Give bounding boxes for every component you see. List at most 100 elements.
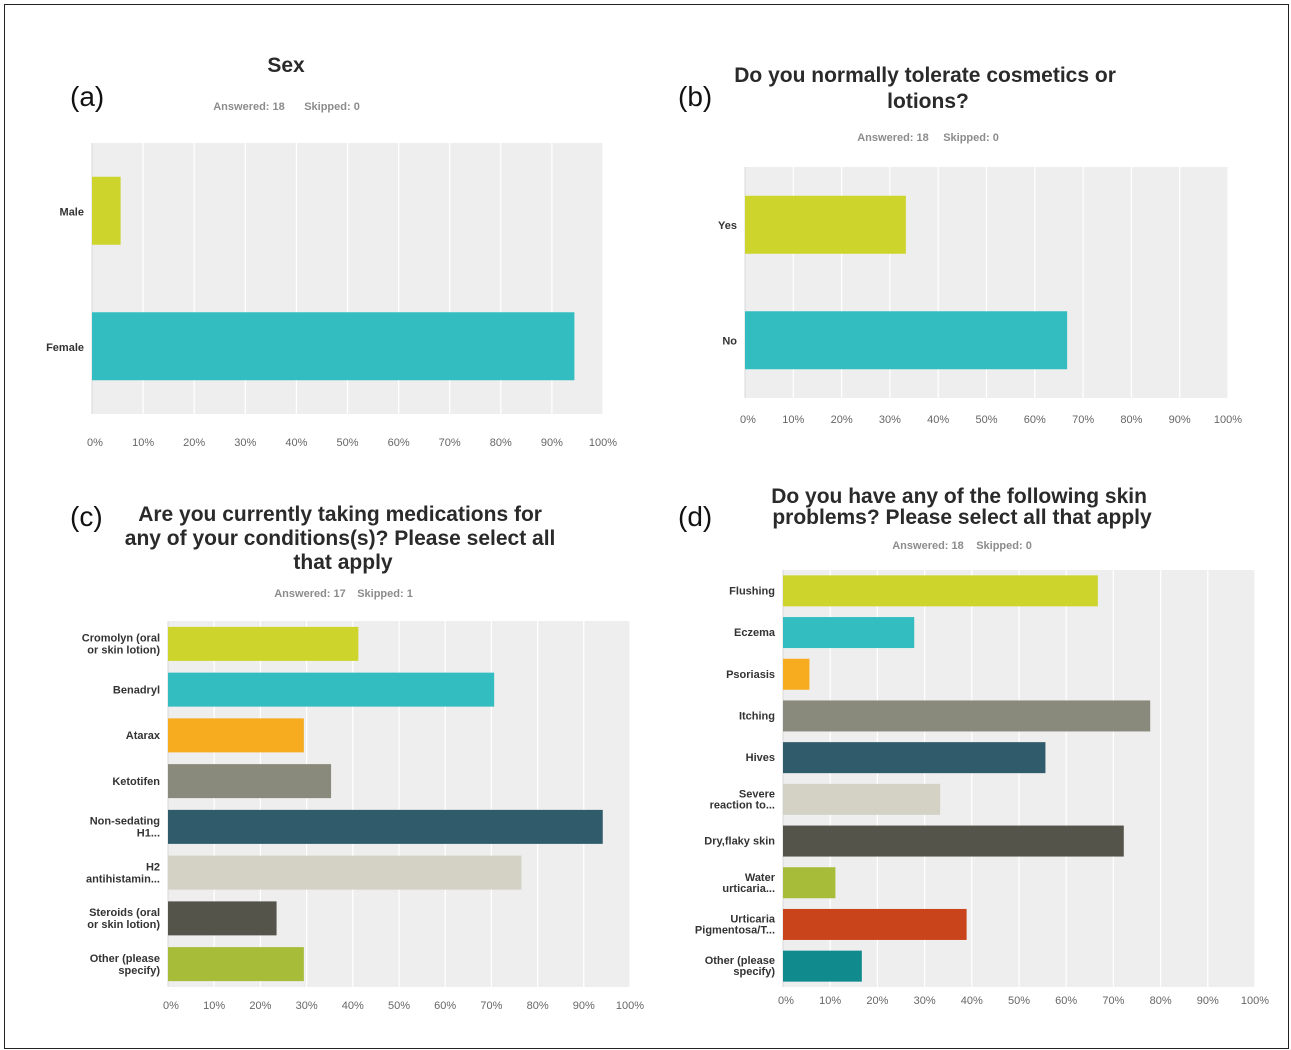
x-tick-label: 90% (573, 1000, 595, 1012)
x-tick-label: 100% (1214, 414, 1242, 426)
x-tick-label: 20% (866, 995, 888, 1007)
x-tick-label: 100% (616, 1000, 644, 1012)
panel-c-title-line-2: any of your conditions(s)? Please select… (125, 527, 556, 550)
panel-d-plot: 0% 10% 20% 30% 40% 50% 60% 70% 80% 90% 100% Flushin… (695, 570, 1269, 1007)
panel-d: (d) Do you have any of the following ski… (678, 485, 1269, 1007)
x-tick-label: 60% (388, 437, 410, 449)
bar-psoriasis (783, 658, 810, 690)
x-tick-label: 80% (527, 1000, 549, 1012)
bar-urticaria-pigmentosa-t (783, 908, 967, 940)
panel-b-title-line-1: Do you normally tolerate cosmetics or (734, 64, 1116, 87)
category-label-female: Female (46, 342, 84, 354)
bar-steroids-oral-or-skin-lotion (168, 901, 277, 936)
panel-d-title-line-1: Do you have any of the following skin (771, 485, 1147, 508)
x-tick-label: 40% (342, 1000, 364, 1012)
panel-d-label: (d) (678, 501, 712, 532)
bar-other-please-specify (168, 947, 304, 982)
x-tick-label: 70% (480, 1000, 502, 1012)
bar-hives (783, 742, 1046, 774)
bar-dry-flaky-skin (783, 825, 1124, 857)
bar-eczema (783, 617, 915, 649)
category-label-no: No (722, 335, 737, 347)
x-tick-label: 60% (1024, 414, 1046, 426)
category-label-non-sedating-h1: Non-sedating H1... (90, 816, 160, 840)
bar-ketotifen (168, 764, 332, 799)
x-tick-label: 0% (163, 1000, 179, 1012)
bar-atarax (168, 718, 304, 753)
bar-cromolyn-oral-or-skin-lotion (168, 626, 359, 661)
bar-flushing (783, 575, 1098, 607)
panel-c-title-line-3: that apply (293, 551, 392, 574)
panel-b-answered: Answered: 18 (857, 132, 929, 144)
panel-b-skipped: Skipped: 0 (943, 132, 999, 144)
panel-a-answered: Answered: 18 (213, 101, 285, 113)
x-tick-label: 20% (183, 437, 205, 449)
panel-b-plot: 0% 10% 20% 30% 40% 50% 60% 70% 80% 90% 100% Yes No (718, 167, 1242, 426)
category-label-yes: Yes (718, 220, 737, 232)
bar-h2-antihistamin (168, 855, 522, 890)
category-label-hives: Hives (746, 752, 775, 764)
category-label-eczema: Eczema (734, 627, 776, 639)
x-tick-label: 40% (961, 995, 983, 1007)
x-tick-label: 30% (914, 995, 936, 1007)
x-tick-label: 80% (1150, 995, 1172, 1007)
panel-b-title: Do you normally tolerate cosmetics or lo… (734, 64, 1121, 113)
panel-b: (b) Do you normally tolerate cosmetics o… (678, 64, 1242, 426)
x-tick-label: 90% (1197, 995, 1219, 1007)
x-tick-label: 90% (541, 437, 563, 449)
bar-water-urticaria (783, 867, 836, 899)
x-tick-label: 80% (490, 437, 512, 449)
category-label-itching: Itching (739, 710, 775, 722)
panel-d-title: Do you have any of the following skin pr… (771, 485, 1153, 529)
x-tick-label: 0% (740, 414, 756, 426)
panel-a-plot: 0% 10% 20% 30% 40% 50% 60% 70% 80% 90% 100% Male Fem… (46, 143, 617, 449)
bar-non-sedating-h1 (168, 809, 603, 844)
panel-d-answered: Answered: 18 (892, 540, 964, 552)
x-tick-label: 80% (1120, 414, 1142, 426)
category-label-flushing: Flushing (729, 585, 775, 597)
category-label-h2-antihistamin: H2 antihistamin... (86, 861, 160, 885)
x-tick-label: 10% (132, 437, 154, 449)
x-tick-label: 10% (819, 995, 841, 1007)
panel-c-plot: 0% 10% 20% 30% 40% 50% 60% 70% 80% 90% 100% Cromoly… (82, 621, 644, 1012)
bar-benadryl (168, 672, 495, 707)
category-label-water-urticaria: Water urticaria... (722, 872, 775, 895)
panel-c-skipped: Skipped: 1 (357, 588, 413, 600)
category-label-atarax: Atarax (126, 730, 161, 742)
category-label-other-please-specify: Other (please specify) (90, 953, 161, 977)
category-label-psoriasis: Psoriasis (726, 669, 775, 681)
x-tick-label: 100% (589, 437, 617, 449)
x-tick-label: 70% (439, 437, 461, 449)
x-tick-label: 90% (1169, 414, 1191, 426)
bar-severe-reaction-to (783, 783, 941, 815)
x-tick-label: 30% (234, 437, 256, 449)
panel-b-label: (b) (678, 81, 712, 112)
panel-c-answered: Answered: 17 (274, 588, 346, 600)
panel-d-skipped: Skipped: 0 (976, 540, 1032, 552)
x-tick-label: 30% (879, 414, 901, 426)
x-tick-label: 60% (1055, 995, 1077, 1007)
x-tick-label: 40% (285, 437, 307, 449)
x-tick-label: 70% (1102, 995, 1124, 1007)
bar-itching (783, 700, 1151, 732)
panel-a-label: (a) (70, 81, 104, 112)
x-tick-label: 0% (87, 437, 103, 449)
panel-c-label: (c) (70, 501, 103, 532)
category-label-ketotifen: Ketotifen (112, 776, 160, 788)
bar-yes (745, 195, 906, 254)
panel-c-title: Are you currently taking medications for… (125, 503, 561, 574)
category-label-benadryl: Benadryl (113, 684, 160, 696)
category-label-cromolyn-oral-or-skin-lotion: Cromolyn (oral or skin lotion) (82, 633, 161, 657)
category-label-dry-flaky-skin: Dry,flaky skin (704, 836, 775, 848)
x-tick-label: 40% (927, 414, 949, 426)
bar-other-please-specify (783, 950, 862, 982)
x-tick-label: 30% (296, 1000, 318, 1012)
panel-a: (a) Sex Answered: 18 Skipped: 0 0% 10% 20%… (46, 54, 617, 449)
bar-no (745, 311, 1068, 370)
x-tick-label: 10% (782, 414, 804, 426)
category-label-severe-reaction-to: Severe reaction to... (710, 788, 775, 811)
panel-d-title-line-2: problems? Please select all that apply (772, 506, 1152, 529)
panel-c: (c) Are you currently taking medications… (70, 501, 644, 1012)
bar-male (92, 176, 121, 245)
category-label-male: Male (60, 206, 84, 218)
